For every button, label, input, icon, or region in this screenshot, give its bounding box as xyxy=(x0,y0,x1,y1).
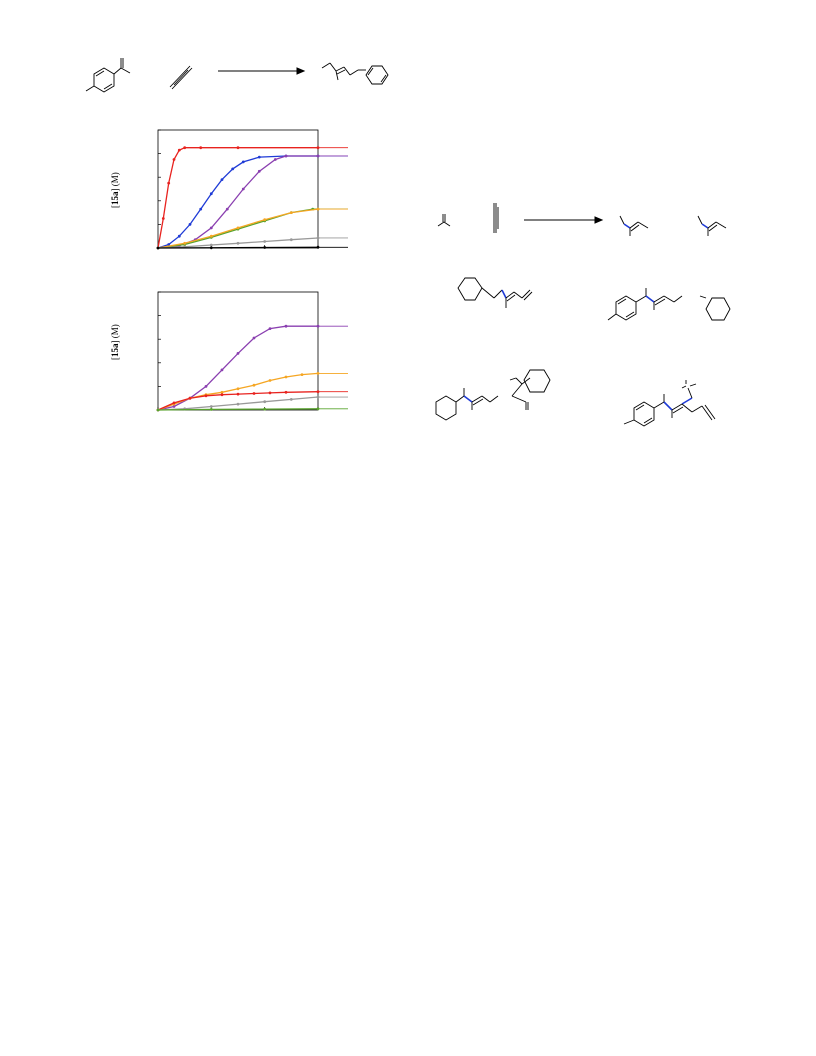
chart-1-series-4-point xyxy=(236,226,240,230)
chart-1-series-4-point xyxy=(263,218,267,222)
chart-1-series-5-point xyxy=(263,240,267,243)
chart-1-series-1-point xyxy=(241,160,245,164)
chart-2-series-2-point xyxy=(284,390,288,394)
chart-2-series-3-point xyxy=(236,402,240,406)
chart-2-series-2-point xyxy=(204,394,208,398)
chart-1-series-2-point xyxy=(273,158,277,161)
chart-1-series-2-point xyxy=(225,207,229,211)
product-cyclohexyl-diene xyxy=(457,277,533,308)
chart-1-series-1-point xyxy=(231,167,235,171)
chart-1-series-5-point xyxy=(209,243,213,247)
chart-2-series-0-point xyxy=(252,336,256,340)
chart-1-series-1-point xyxy=(220,178,224,181)
product-diene-b xyxy=(697,215,727,236)
chart-1-series-4-point xyxy=(183,241,187,245)
chart-1-series-0-point xyxy=(167,181,171,185)
chart-1-series-2-point xyxy=(257,169,261,173)
chart-1-series-4-point xyxy=(209,234,213,238)
chart-1-series-4-point xyxy=(289,211,293,214)
chart-2-series-0-point xyxy=(204,385,208,388)
chart-2-series-3-point xyxy=(209,405,213,408)
chart-1-series-6-line xyxy=(157,246,319,249)
chart-2-series-4-line xyxy=(157,408,319,411)
chart-1-series-0-point xyxy=(161,217,165,220)
chart-2-series-1-point xyxy=(220,390,224,394)
chart-2-series-0-point xyxy=(268,327,272,330)
chart-1-series-0-point xyxy=(236,146,240,150)
chart-2-series-4-point xyxy=(156,408,160,412)
chart-2-series-4-point xyxy=(209,408,213,411)
chart-1-plot xyxy=(156,129,348,250)
chart-1-series-5-point xyxy=(236,241,240,245)
chart-2-series-3-point xyxy=(289,398,293,401)
chart-2-series-0-line xyxy=(157,325,318,411)
chart-2-series-2-point xyxy=(188,396,192,400)
reaction-arrow-right xyxy=(524,216,604,224)
chart-1-series-0-point xyxy=(199,146,203,150)
reactant-small-alkene xyxy=(437,214,451,227)
chart-2-series-0-point xyxy=(236,352,240,355)
chart-2: [15a] (M) xyxy=(110,282,360,422)
product-diene-phenyl xyxy=(321,62,389,85)
reactant-vertical-alkyne xyxy=(493,203,499,233)
chart-1-series-1-point xyxy=(177,234,181,238)
chart-2-series-0-point xyxy=(220,368,224,372)
chart-2-series-2-point xyxy=(252,392,256,395)
chart-1-series-1-point xyxy=(188,223,192,226)
chart-1-series-2-point xyxy=(241,187,245,191)
chart-1-series-2-point xyxy=(209,226,213,230)
chart-1: [15a] (M) xyxy=(110,120,360,260)
chart-2-series-2-point xyxy=(236,392,240,396)
chart-1-series-0-point xyxy=(183,146,187,150)
chart-1-series-1-point xyxy=(167,243,171,246)
chart-2-series-0-point xyxy=(172,405,176,408)
reactant-alkyne xyxy=(169,65,193,90)
chart-1-series-2-point xyxy=(284,154,288,158)
chart-1-series-1-point xyxy=(257,155,261,159)
chart-1-series-1-point xyxy=(209,192,213,196)
chart-2-series-2-line xyxy=(157,391,319,411)
product-tolyl-silyl-triene xyxy=(623,380,716,427)
chart-2-series-3-point xyxy=(263,400,267,404)
chart-2-series-2-point xyxy=(220,393,224,397)
product-tolyl-diene xyxy=(607,288,731,321)
product-diene-a xyxy=(619,215,649,236)
chart-1-series-0-point xyxy=(172,158,176,161)
reactant-aryl-alkene xyxy=(85,58,131,93)
chart-2-series-1-point xyxy=(300,373,304,376)
chart-2-series-0-point xyxy=(284,324,288,328)
chart-1-series-1-point xyxy=(199,207,203,211)
chart-2-plot xyxy=(156,291,348,412)
product-cyclohexyl-phthalimide xyxy=(435,369,551,421)
chart-1-series-2-line xyxy=(157,155,318,249)
chart-2-series-1-point xyxy=(252,383,256,387)
chart-1-series-6-point xyxy=(263,246,267,249)
chart-2-frame xyxy=(157,291,319,411)
chart-1-series-6-point xyxy=(156,246,160,250)
reaction-arrow-top xyxy=(218,67,306,75)
chart-2-series-1-point xyxy=(236,387,240,391)
chart-2-series-2-point xyxy=(172,401,176,405)
chart-1-series-0-point xyxy=(177,148,181,152)
chart-1-series-6-point xyxy=(209,246,213,250)
chart-2-series-4-point xyxy=(263,407,267,411)
chart-2-series-1-point xyxy=(268,379,272,382)
chart-1-series-1-line xyxy=(157,155,318,249)
chart-2-series-1-point xyxy=(284,375,288,379)
chart-2-series-2-point xyxy=(268,391,272,395)
chart-1-series-5-point xyxy=(289,238,293,242)
